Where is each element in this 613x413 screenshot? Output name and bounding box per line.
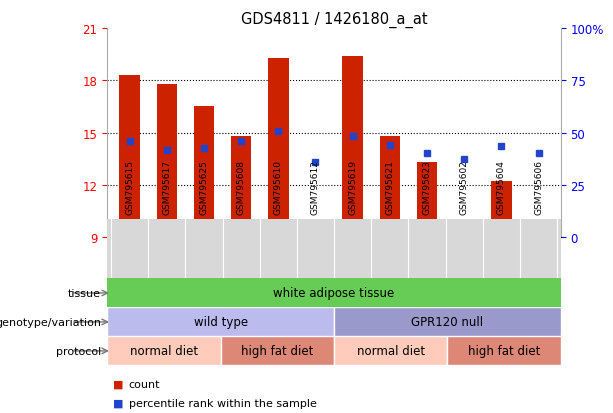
Bar	[343, 57, 363, 237]
Text: wild type: wild type	[194, 316, 248, 329]
Bar	[379, 137, 400, 237]
Bar	[194, 107, 214, 237]
Bar	[231, 137, 251, 237]
Bar	[107, 308, 334, 337]
Text: tissue: tissue	[68, 288, 101, 298]
Text: normal diet: normal diet	[130, 344, 198, 358]
Bar	[417, 163, 437, 237]
Bar	[447, 337, 561, 366]
Text: white adipose tissue: white adipose tissue	[273, 287, 395, 300]
Text: ■: ■	[113, 379, 124, 389]
Text: percentile rank within the sample: percentile rank within the sample	[129, 398, 316, 408]
Bar	[305, 236, 326, 237]
Bar	[528, 236, 549, 237]
Bar	[221, 337, 334, 366]
Bar	[268, 59, 289, 237]
Bar	[156, 85, 177, 237]
Bar	[107, 337, 221, 366]
Bar	[491, 182, 512, 237]
Text: protocol: protocol	[56, 346, 101, 356]
Bar	[334, 337, 447, 366]
Text: high fat diet: high fat diet	[241, 344, 314, 358]
Bar	[120, 76, 140, 237]
Text: count: count	[129, 379, 160, 389]
Text: ■: ■	[113, 398, 124, 408]
Bar	[454, 229, 474, 237]
Text: GPR120 null: GPR120 null	[411, 316, 484, 329]
Text: normal diet: normal diet	[357, 344, 425, 358]
Title: GDS4811 / 1426180_a_at: GDS4811 / 1426180_a_at	[241, 12, 427, 28]
Text: high fat diet: high fat diet	[468, 344, 541, 358]
Bar	[334, 308, 561, 337]
Text: genotype/variation: genotype/variation	[0, 317, 101, 327]
